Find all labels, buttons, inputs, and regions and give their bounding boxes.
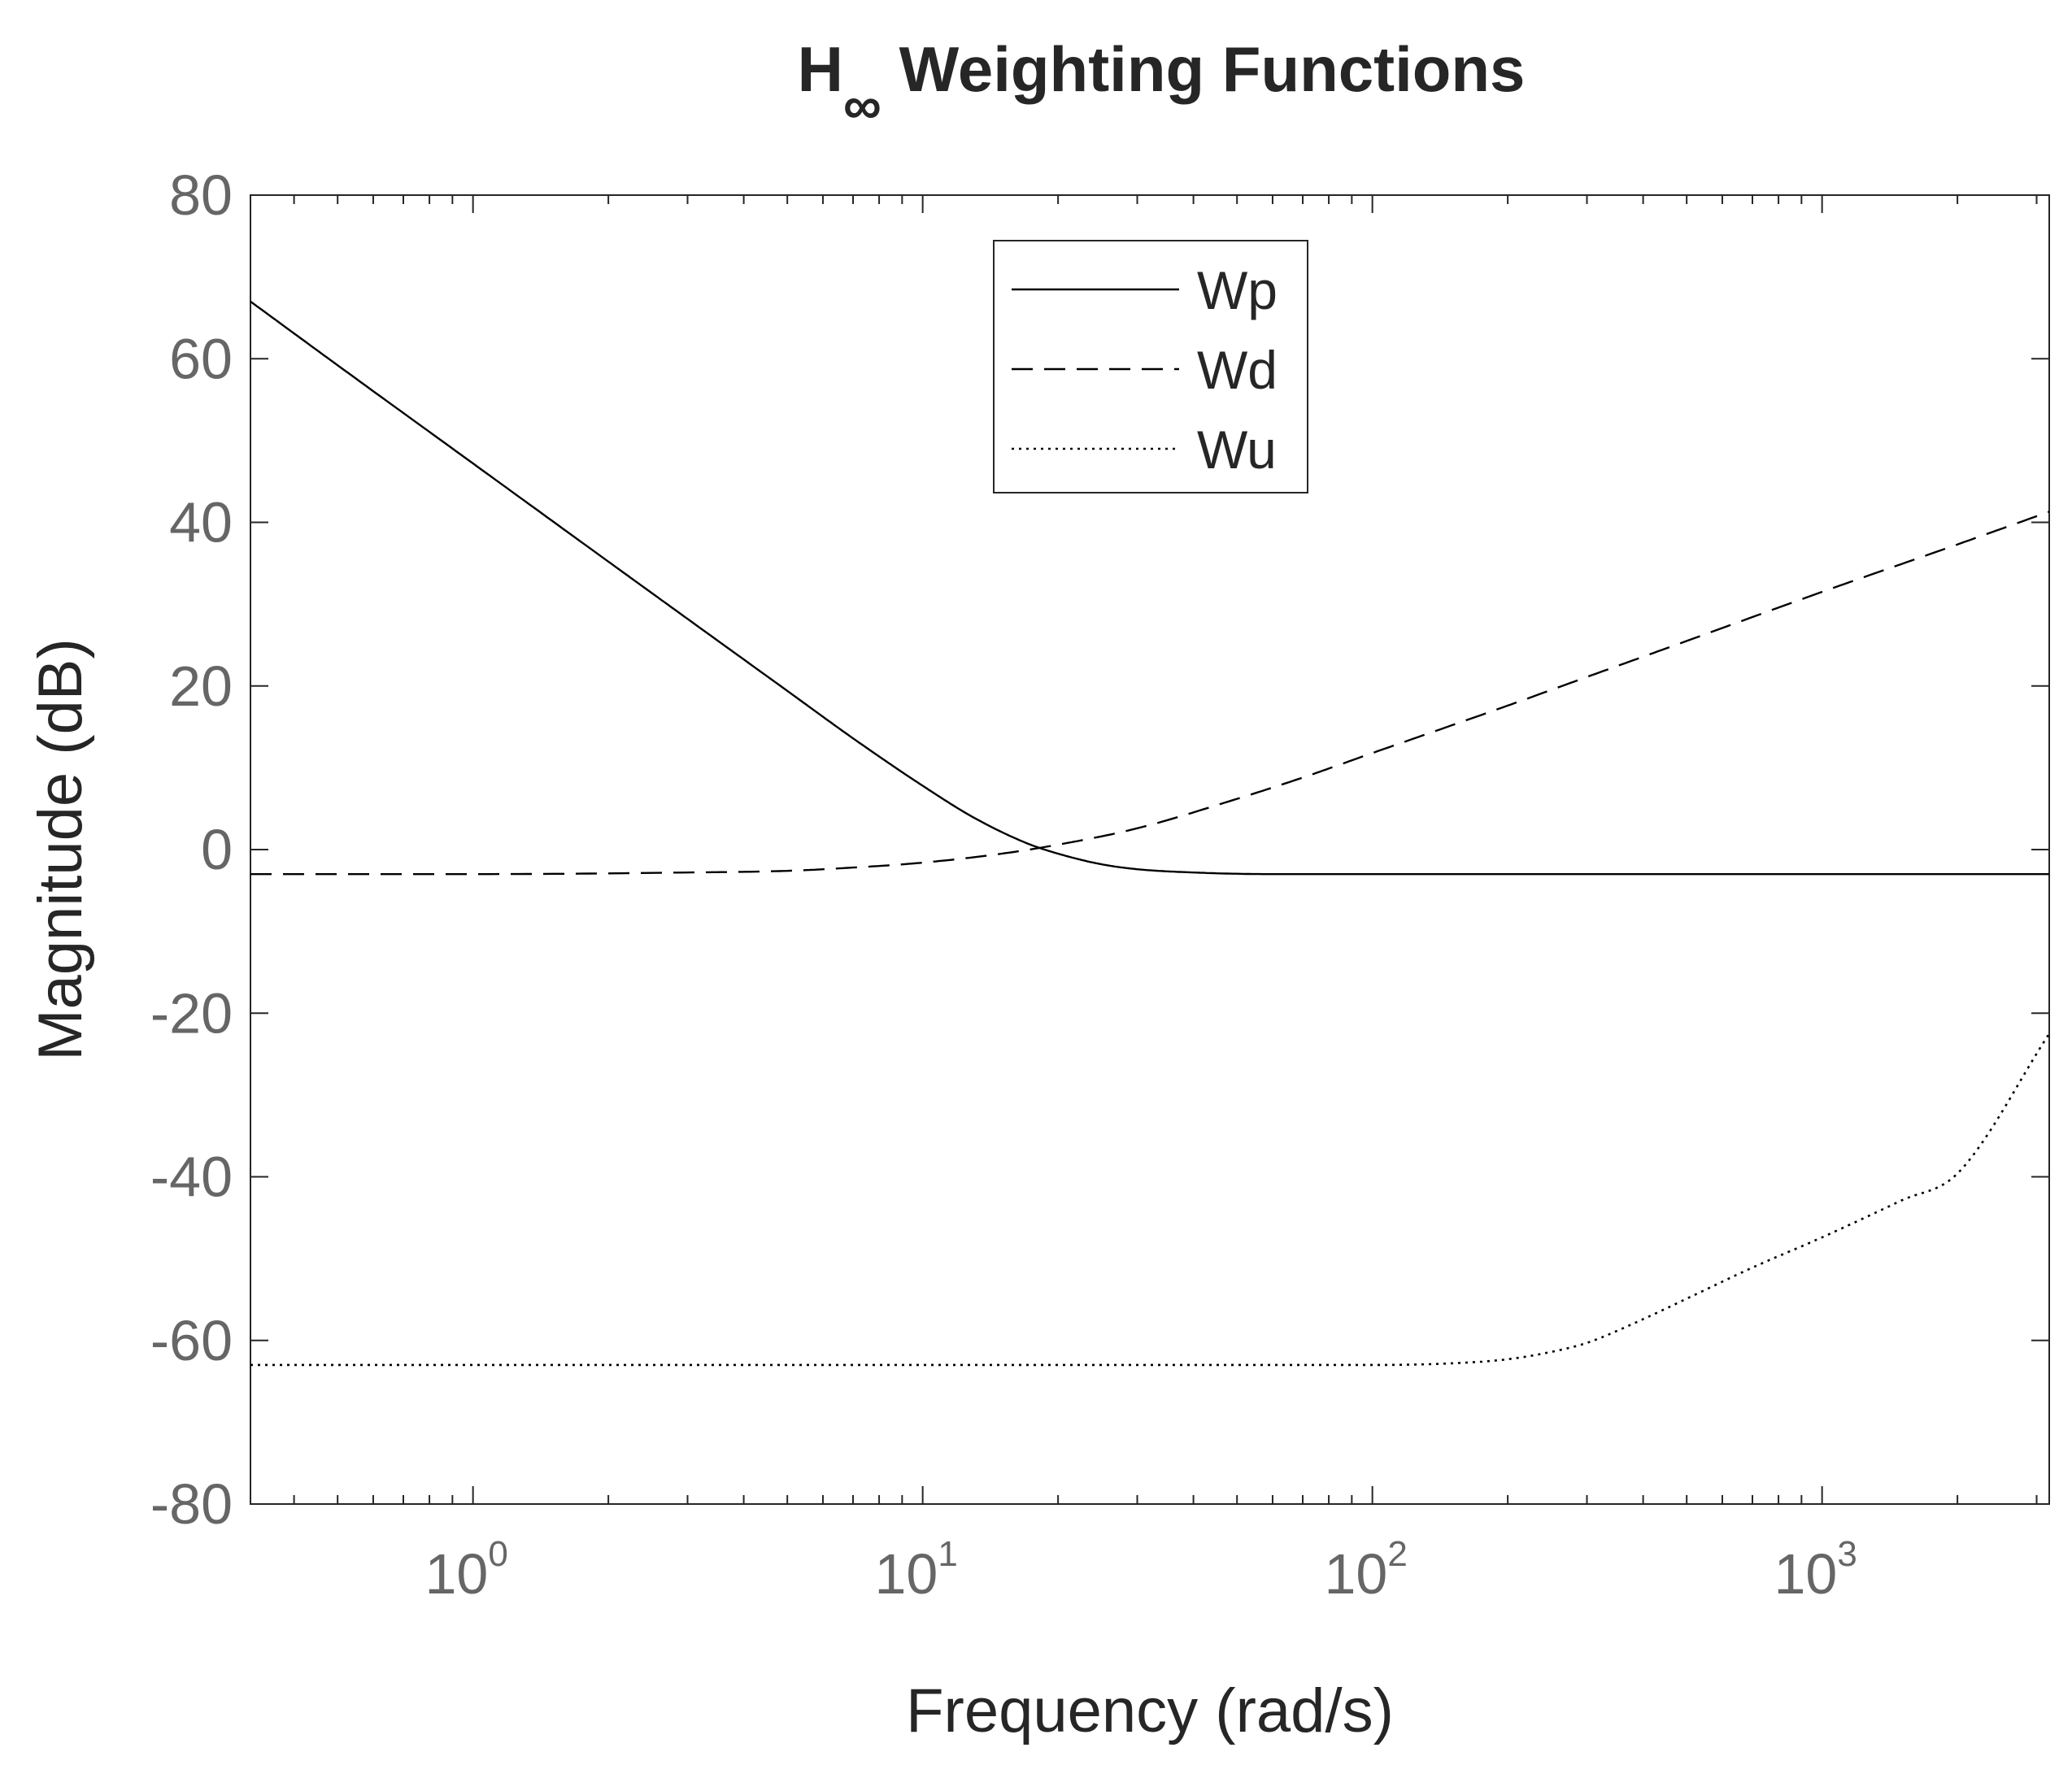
legend-label-wp: Wp xyxy=(1197,260,1278,320)
x-tick-label-exponent: 3 xyxy=(1837,1534,1857,1574)
chart-title-subscript: ∞ xyxy=(843,75,881,135)
x-tick-label-exponent: 1 xyxy=(938,1534,957,1574)
legend-box xyxy=(993,240,1308,493)
x-tick-label: 101 xyxy=(874,1534,957,1606)
series-line-wp xyxy=(250,300,2049,876)
y-tick-label: -20 xyxy=(150,981,233,1045)
y-axis-label: Magnitude (dB) xyxy=(26,638,95,1061)
x-tick-label: 100 xyxy=(424,1534,507,1606)
y-tick-label: -80 xyxy=(150,1472,233,1536)
x-tick-label-exponent: 0 xyxy=(488,1534,507,1574)
legend: Wp Wd Wu xyxy=(993,240,1308,493)
x-tick-label: 103 xyxy=(1774,1534,1857,1606)
x-axis-label: Frequency (rad/s) xyxy=(906,1676,1394,1745)
y-tick-label: 20 xyxy=(169,654,233,718)
chart-title-main: H xyxy=(798,33,843,105)
chart-title-rest: Weighting Functions xyxy=(881,33,1525,105)
x-tick-label-base: 10 xyxy=(1774,1542,1837,1606)
x-tick-label: 102 xyxy=(1324,1534,1407,1606)
series-line-wu xyxy=(250,1032,2051,1367)
y-tick-label: 80 xyxy=(169,163,233,227)
x-tick-label-base: 10 xyxy=(1324,1542,1387,1606)
y-tick-label: 0 xyxy=(201,818,233,881)
y-tick-label: 60 xyxy=(169,327,233,390)
x-tick-label-base: 10 xyxy=(874,1542,938,1606)
x-tick-label-base: 10 xyxy=(424,1542,488,1606)
legend-label-wu: Wu xyxy=(1197,420,1277,480)
legend-label-wd: Wd xyxy=(1197,340,1278,400)
chart-title: H∞ Weighting Functions xyxy=(798,33,1526,135)
series-layer xyxy=(250,300,2051,1367)
y-tick-label: -60 xyxy=(150,1309,233,1372)
axis-ticks xyxy=(250,194,2049,1505)
y-tick-label: -40 xyxy=(150,1146,233,1209)
y-tick-label: 40 xyxy=(169,491,233,554)
x-tick-label-exponent: 2 xyxy=(1387,1534,1407,1574)
